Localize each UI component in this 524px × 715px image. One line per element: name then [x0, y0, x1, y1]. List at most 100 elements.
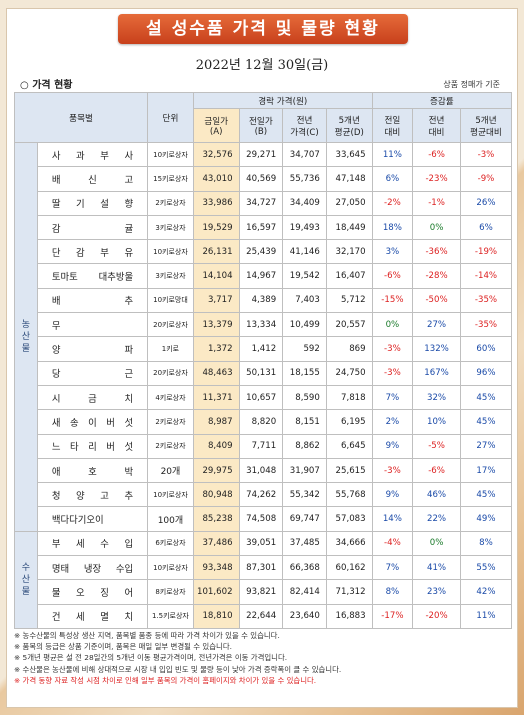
- price-prev-day: 13,334: [238, 312, 284, 338]
- footnote: ※ 품목의 등급은 상품 기준이며, 품목은 매일 일부 변경될 수 있습니다.: [14, 642, 232, 652]
- price-current: 8,409: [192, 433, 240, 459]
- header-5yr-avg: 5개년 평균(D): [325, 108, 373, 143]
- change-vs-prev-day: -4%: [371, 530, 414, 557]
- price-current: 18,810: [192, 603, 240, 629]
- price-current: 11,371: [192, 384, 240, 411]
- price-current: 48,463: [192, 360, 240, 386]
- footnote-warning: ※ 가격 동향 자료 작성 시점 차이로 인해 일부 품목의 가격이 홈페이지와…: [14, 675, 317, 685]
- price-prev-day: 8,820: [238, 409, 284, 435]
- change-vs-prev-day: 8%: [371, 579, 414, 605]
- price-5yr-avg: 5,712: [325, 287, 373, 314]
- price-current: 8,987: [192, 409, 240, 435]
- change-vs-prev-day: -2%: [371, 190, 414, 216]
- price-5yr-avg: 18,449: [325, 214, 373, 241]
- price-prev-year: 18,155: [282, 360, 327, 386]
- change-vs-5yr-avg: -14%: [459, 263, 513, 289]
- item-name: 명태 냉장 수입: [36, 555, 149, 581]
- item-name: 배 신 고: [36, 166, 149, 192]
- price-current: 32,576: [192, 141, 240, 168]
- group-label-char: 물: [21, 586, 31, 597]
- change-vs-prev-year: -6%: [412, 141, 461, 168]
- change-vs-prev-year: 22%: [412, 506, 461, 532]
- price-current: 101,602: [192, 579, 240, 605]
- change-vs-prev-year: 0%: [412, 214, 461, 241]
- group-label-char: 농: [21, 319, 31, 330]
- price-5yr-avg: 27,050: [325, 190, 373, 216]
- change-vs-prev-year: -20%: [412, 603, 461, 629]
- change-vs-prev-year: 46%: [412, 482, 461, 508]
- item-name: 건 세 멸 치: [36, 603, 149, 629]
- price-prev-day: 29,271: [238, 141, 284, 168]
- change-vs-prev-day: 11%: [371, 141, 414, 168]
- price-current: 80,948: [192, 482, 240, 508]
- change-vs-prev-year: 0%: [412, 530, 461, 557]
- change-vs-prev-day: 6%: [371, 166, 414, 192]
- price-5yr-avg: 34,666: [325, 530, 373, 557]
- price-prev-year: 8,590: [282, 384, 327, 411]
- change-vs-prev-year: 167%: [412, 360, 461, 386]
- change-vs-prev-year: -1%: [412, 190, 461, 216]
- price-prev-year: 55,736: [282, 166, 327, 192]
- price-current: 26,131: [192, 239, 240, 265]
- header-price-group: 경락 가격(원): [192, 92, 373, 109]
- unit-cell: 10키로상자: [147, 555, 194, 581]
- item-name: 느 타 리 버 섯: [36, 433, 149, 459]
- price-prev-day: 7,711: [238, 433, 284, 459]
- price-5yr-avg: 33,645: [325, 141, 373, 168]
- change-vs-5yr-avg: 42%: [459, 579, 513, 605]
- change-vs-prev-day: 7%: [371, 555, 414, 581]
- price-prev-year: 23,640: [282, 603, 327, 629]
- table-row: 무 20키로상자 13,379 13,334 10,499 20,557 0% 27% -35%: [15, 312, 513, 338]
- table-row: 감 귤 3키로상자 19,529 16,597 19,493 18,449 18% 0% 6%: [15, 214, 513, 241]
- price-current: 43,010: [192, 166, 240, 192]
- unit-cell: 10키로망대: [147, 287, 194, 314]
- price-prev-day: 25,439: [238, 239, 284, 265]
- page-title: 설 성수품 가격 및 물량 현황: [118, 14, 408, 44]
- table-row: 당 근 20키로상자 48,463 50,131 18,155 24,750 -3% 167%…: [15, 360, 513, 386]
- change-vs-prev-day: -6%: [371, 263, 414, 289]
- price-5yr-avg: 20,557: [325, 312, 373, 338]
- unit-cell: 3키로상자: [147, 263, 194, 289]
- change-vs-5yr-avg: 96%: [459, 360, 513, 386]
- item-name: 새 송 이 버 섯: [36, 409, 149, 435]
- unit-cell: 10키로상자: [147, 239, 194, 265]
- group-label-char: 산: [21, 331, 31, 342]
- change-vs-prev-year: 32%: [412, 384, 461, 411]
- change-vs-5yr-avg: 6%: [459, 214, 513, 241]
- change-vs-prev-day: 2%: [371, 409, 414, 435]
- table-row: 시 금 치 4키로상자 11,371 10,657 8,590 7,818 7% 32% 45%: [15, 384, 513, 411]
- header-current: 금일가 (A): [192, 108, 240, 143]
- price-current: 19,529: [192, 214, 240, 241]
- unit-cell: 20개: [147, 457, 194, 484]
- table-row: 백다다기오이 100개 85,238 74,508 69,747 57,083 14% 22%…: [15, 506, 513, 532]
- group-label-char: 물: [21, 343, 31, 354]
- change-vs-prev-year: -28%: [412, 263, 461, 289]
- header-vs-prev-year: 전년 대비: [412, 108, 461, 143]
- unit-cell: 2키로상자: [147, 190, 194, 216]
- price-prev-day: 74,508: [238, 506, 284, 532]
- change-vs-5yr-avg: 49%: [459, 506, 513, 532]
- unit-cell: 2키로상자: [147, 409, 194, 435]
- change-vs-5yr-avg: -19%: [459, 239, 513, 265]
- price-5yr-avg: 16,407: [325, 263, 373, 289]
- price-prev-year: 592: [282, 336, 327, 362]
- price-prev-year: 31,907: [282, 457, 327, 484]
- price-prev-day: 14,967: [238, 263, 284, 289]
- price-prev-day: 93,821: [238, 579, 284, 605]
- header-prev-year: 전년 가격(C): [282, 108, 327, 143]
- price-current: 37,486: [192, 530, 240, 557]
- item-name: 배 추: [36, 287, 149, 314]
- change-vs-prev-year: -6%: [412, 457, 461, 484]
- unit-cell: 10키로상자: [147, 482, 194, 508]
- price-5yr-avg: 6,195: [325, 409, 373, 435]
- unit-cell: 4키로상자: [147, 384, 194, 411]
- change-vs-prev-day: 0%: [371, 312, 414, 338]
- unit-cell: 100개: [147, 506, 194, 532]
- change-vs-5yr-avg: -35%: [459, 312, 513, 338]
- change-vs-prev-year: -5%: [412, 433, 461, 459]
- change-vs-5yr-avg: 45%: [459, 384, 513, 411]
